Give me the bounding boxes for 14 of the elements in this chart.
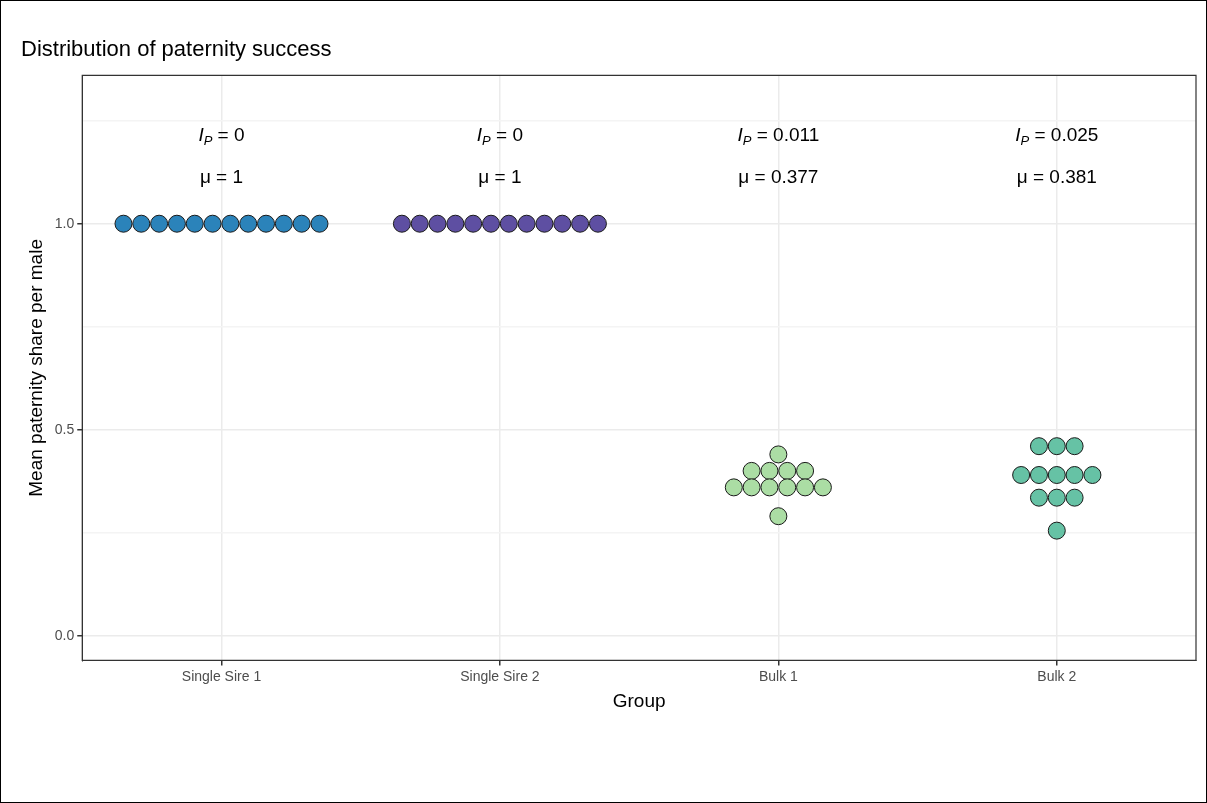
y-axis-title: Mean paternity share per male xyxy=(24,239,46,497)
annotation: μ = 1 xyxy=(199,165,244,187)
x-tick-label: Bulk 2 xyxy=(1037,667,1077,684)
x-tick-label: Single Sire 2 xyxy=(460,667,540,684)
y-tick-label: 0.0 xyxy=(54,626,75,643)
x-axis-title: Group xyxy=(612,689,666,711)
annotation: μ = 0.377 xyxy=(738,165,819,187)
annotation: μ = 1 xyxy=(478,165,522,187)
x-tick-label: Single Sire 1 xyxy=(181,667,262,684)
y-tick-label: 0.5 xyxy=(54,420,75,437)
x-tick-label: Bulk 1 xyxy=(758,667,799,684)
annotation: μ = 0.381 xyxy=(1016,165,1097,187)
y-tick-label: 1.0 xyxy=(54,214,75,231)
chart-title: Distribution of paternity success xyxy=(21,36,332,62)
